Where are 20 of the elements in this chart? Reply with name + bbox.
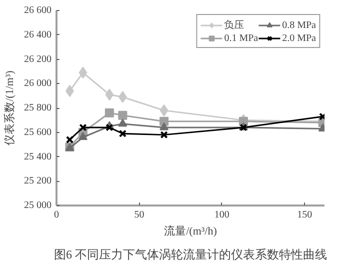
x-axis-title: 流量/(m³/h) <box>164 224 218 238</box>
legend-label: 0.1 MPa <box>224 32 258 44</box>
legend-label: 0.8 MPa <box>282 19 316 31</box>
y-tick-label: 25 400 <box>24 151 52 162</box>
y-tick-label: 25 800 <box>24 102 52 114</box>
y-tick-label: 26 200 <box>24 54 52 65</box>
caption: 图6 不同压力下气体涡轮流量计的仪表系数特性曲线 <box>54 248 327 262</box>
x-tick-label: 150 <box>297 210 312 220</box>
legend-label: 2.0 MPa <box>282 32 316 44</box>
y-tick-label: 26 600 <box>24 5 52 16</box>
x-tick-label: 0 <box>54 210 59 220</box>
x-tick-label: 50 <box>134 210 144 220</box>
y-tick-label: 25 200 <box>24 176 52 187</box>
x-tick-label: 100 <box>214 210 230 220</box>
y-tick-label: 26 000 <box>24 78 52 90</box>
y-tick-label: 25 600 <box>24 126 52 138</box>
y-tick-label: 25 000 <box>24 200 52 211</box>
y-axis-title: 仪表系数/(1/m³) <box>3 70 16 146</box>
legend-label: 负压 <box>224 19 244 32</box>
y-tick-label: 26 400 <box>24 29 52 40</box>
